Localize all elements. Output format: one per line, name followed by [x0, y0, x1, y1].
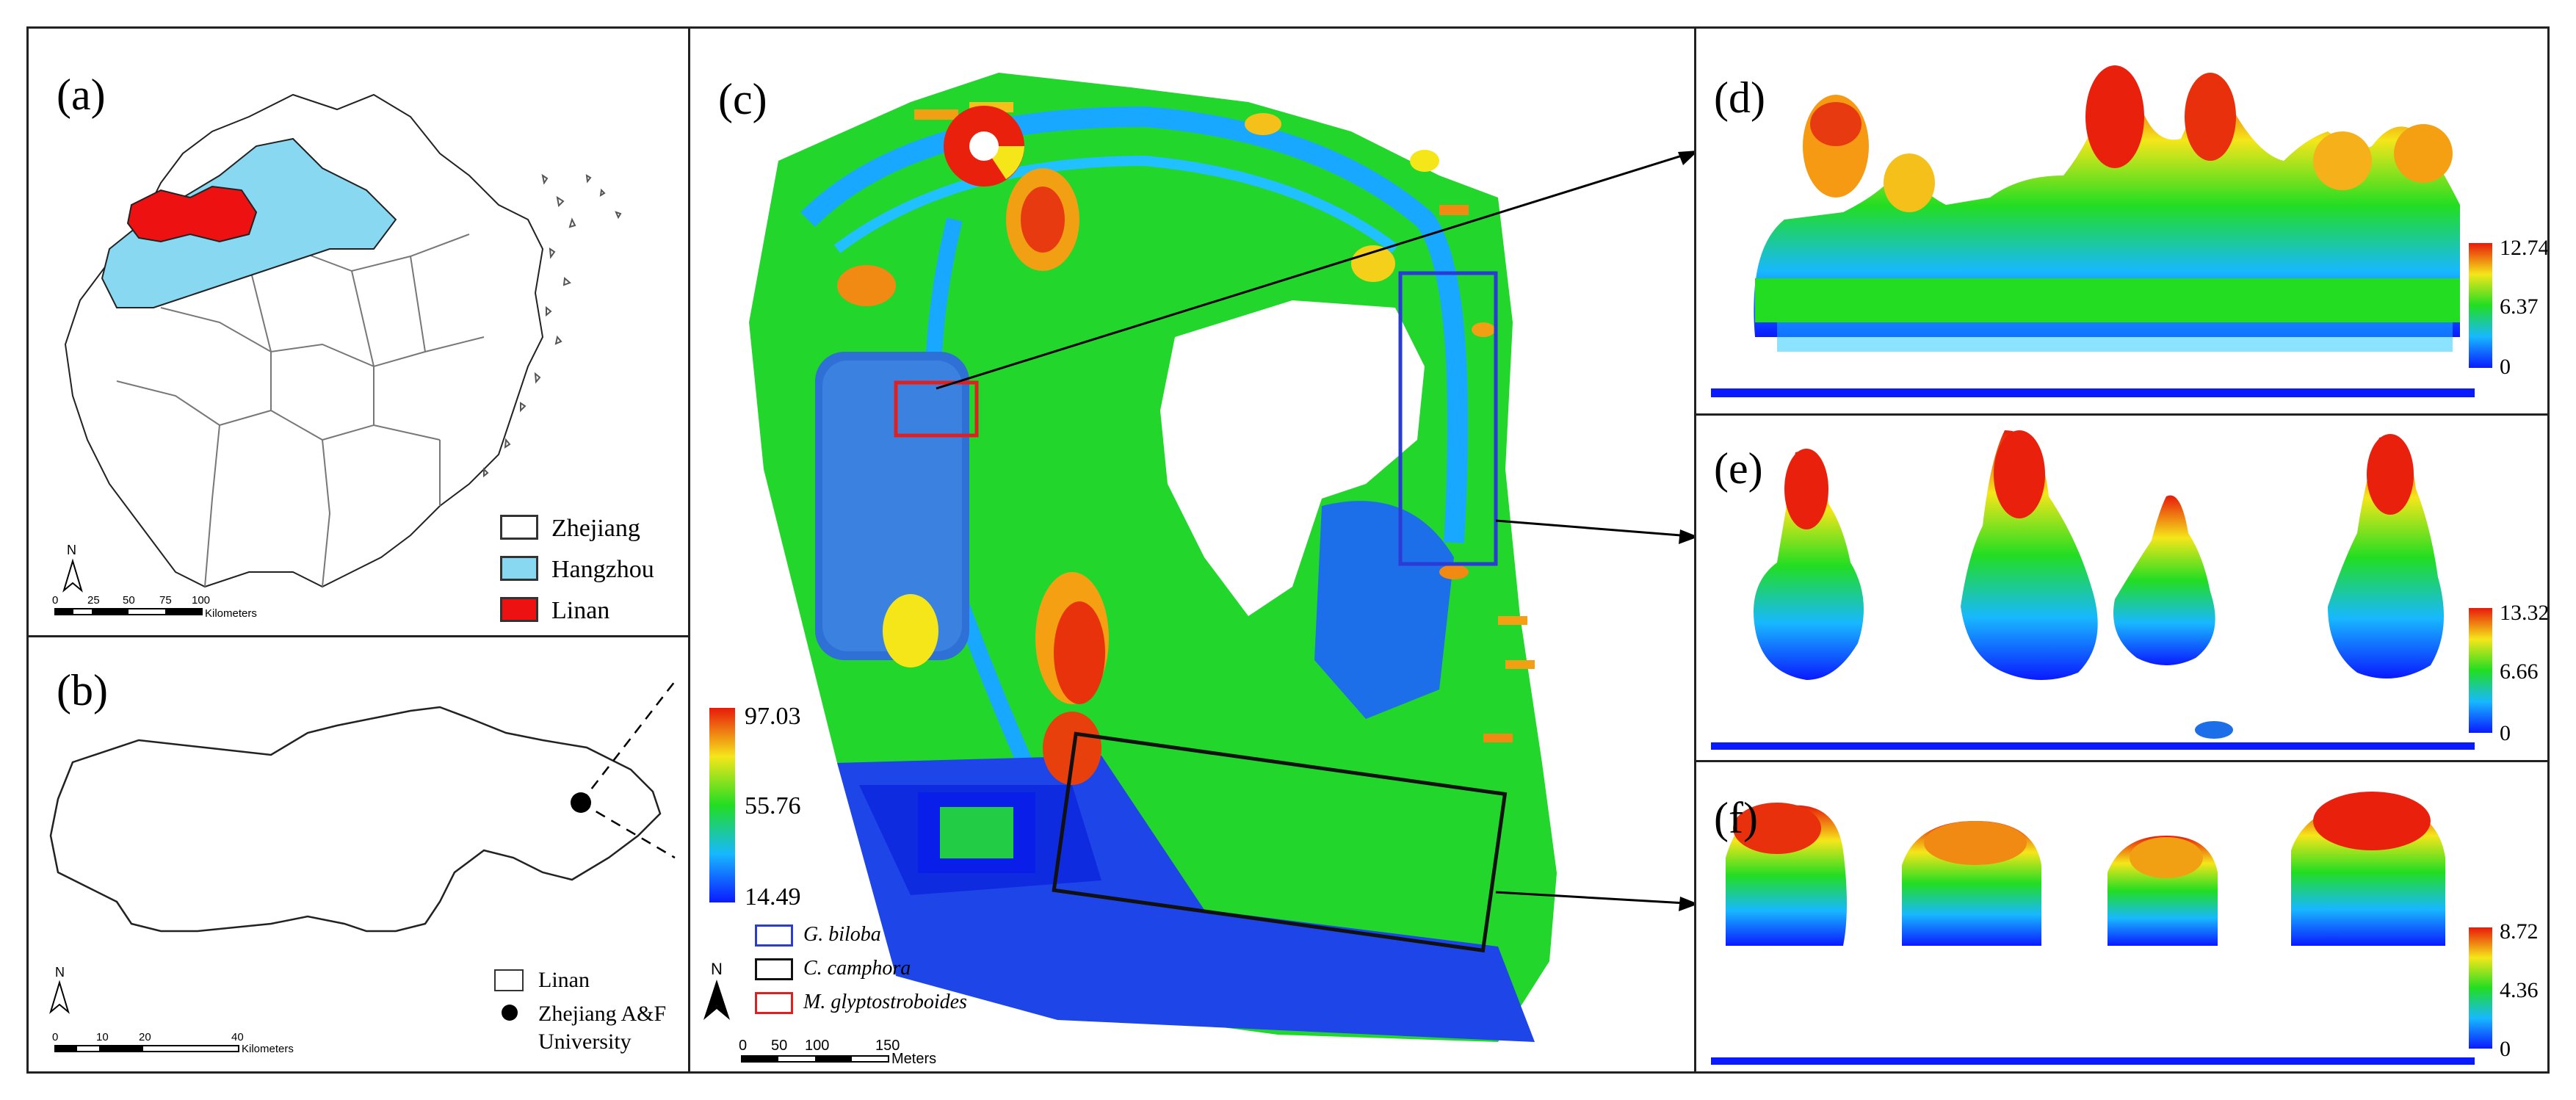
canopy-group-d	[1754, 65, 2460, 352]
legend-swatch-c-camphora	[755, 958, 793, 980]
legend-swatch-m-glyptostroboides	[755, 992, 793, 1014]
legend-label-m-glyptostroboides: M. glyptostroboides	[803, 991, 967, 1013]
scale-tick: 20	[139, 1031, 151, 1043]
linan-map	[49, 681, 676, 1052]
north-arrow-icon	[703, 980, 730, 1020]
scale-tick: 50	[123, 594, 135, 607]
north-label: N	[55, 965, 65, 980]
scale-tick: 0	[52, 1031, 59, 1043]
tall-canopy-clusters	[837, 113, 1495, 785]
tree-3	[2113, 495, 2215, 665]
north-label: N	[711, 960, 723, 978]
panel-a: (a) N 0 25 50 75 100 Kilometers Zhejiang…	[26, 26, 690, 637]
panel-c-label: (c)	[718, 75, 767, 123]
scale-tick: 50	[771, 1038, 788, 1054]
c-camphora-box	[1052, 731, 1508, 953]
linan-outline	[49, 706, 662, 933]
scale-unit: Meters	[891, 1051, 937, 1067]
scale-tick: 0	[739, 1038, 748, 1054]
tree-4	[2328, 434, 2444, 679]
scale-tick: 75	[159, 594, 172, 607]
legend-label-linan: Linan	[538, 968, 590, 992]
north-arrow-icon	[62, 558, 83, 593]
colorbar-e-mid: 6.66	[2500, 659, 2539, 684]
scale-tick: 100	[805, 1038, 830, 1054]
linan-region	[126, 185, 258, 243]
city-boundaries	[116, 219, 485, 587]
panel-b-label: (b)	[57, 666, 108, 714]
colorbar-d-mid: 6.37	[2500, 294, 2539, 319]
colorbar-e-min: 0	[2500, 721, 2511, 745]
scale-tick: 0	[52, 594, 59, 607]
profile-f	[1711, 792, 2492, 1065]
colorbar-d-min: 0	[2500, 355, 2511, 379]
colorbar-d	[2469, 243, 2492, 368]
legend-label-g-biloba: G. biloba	[803, 923, 881, 946]
shrub	[2195, 721, 2233, 739]
scale-tick: 150	[875, 1038, 900, 1054]
colorbar-f-max: 8.72	[2500, 919, 2539, 944]
legend-swatch-hangzhou	[500, 556, 538, 581]
m-glyptostroboides-box	[894, 380, 979, 438]
colorbar-f-mid: 4.36	[2500, 978, 2539, 1002]
legend-label-zhejiang: Zhejiang	[551, 515, 640, 542]
panel-e: (e) 13.32 6.66 0	[1694, 413, 2550, 762]
zhejiang-map	[54, 93, 622, 615]
scale-tick: 100	[192, 594, 211, 607]
legend-label-linan: Linan	[551, 597, 610, 624]
panel-d-label: (d)	[1714, 73, 1765, 122]
tree-2	[1961, 430, 2098, 680]
panel-c: (c) 97.03 55.76 14.49 G. biloba C. camph…	[688, 26, 1696, 1074]
panel-a-label: (a)	[57, 70, 106, 119]
colorbar-c-max: 97.03	[745, 703, 801, 730]
colorbar-f-min: 0	[2500, 1037, 2511, 1061]
legend-swatch-g-biloba	[755, 924, 793, 947]
colorbar-c	[709, 708, 735, 902]
g-biloba-box	[1398, 271, 1498, 566]
colorbar-f	[2469, 927, 2492, 1049]
legend-swatch-linan	[500, 597, 538, 622]
legend-label-university: Zhejiang A&F	[538, 1002, 667, 1026]
scale-tick: 25	[87, 594, 100, 607]
campus-lidar-map	[703, 73, 1694, 1063]
panel-b: (b) N 0 10 20 40 Kilometers Linan Zhejia…	[26, 635, 690, 1074]
panel-f: (f) 8.72 4.36 0	[1694, 760, 2550, 1074]
lake	[1160, 300, 1425, 616]
panel-d: (d) 12.74 6.37 0	[1694, 26, 2550, 416]
scale-tick: 10	[96, 1031, 109, 1043]
colorbar-c-mid: 55.76	[745, 792, 801, 819]
colorbar-d-max: 12.74	[2500, 236, 2550, 260]
colorbar-c-min: 14.49	[745, 883, 801, 911]
scale-tick: 40	[231, 1031, 244, 1043]
camphora-trees	[1726, 792, 2445, 946]
legend-label-university-2: University	[538, 1030, 632, 1054]
scale-unit: Kilometers	[242, 1043, 294, 1055]
legend-dot-university	[502, 1005, 518, 1021]
tree-1	[1754, 449, 1864, 680]
colorbar-e	[2469, 608, 2492, 733]
north-arrow-icon	[49, 980, 70, 1014]
north-label: N	[67, 543, 76, 557]
legend-box-linan	[494, 969, 524, 991]
profile-e	[1711, 430, 2492, 750]
legend-label-hangzhou: Hangzhou	[551, 556, 654, 583]
colorbar-e-max: 13.32	[2500, 601, 2550, 625]
profile-d	[1711, 65, 2492, 397]
coast-islands	[483, 173, 622, 478]
panel-e-label: (e)	[1714, 444, 1763, 493]
panel-f-label: (f)	[1714, 794, 1758, 842]
legend-label-c-camphora: C. camphora	[803, 957, 911, 980]
legend-swatch-zhejiang	[500, 515, 538, 540]
scale-unit: Kilometers	[205, 607, 257, 620]
